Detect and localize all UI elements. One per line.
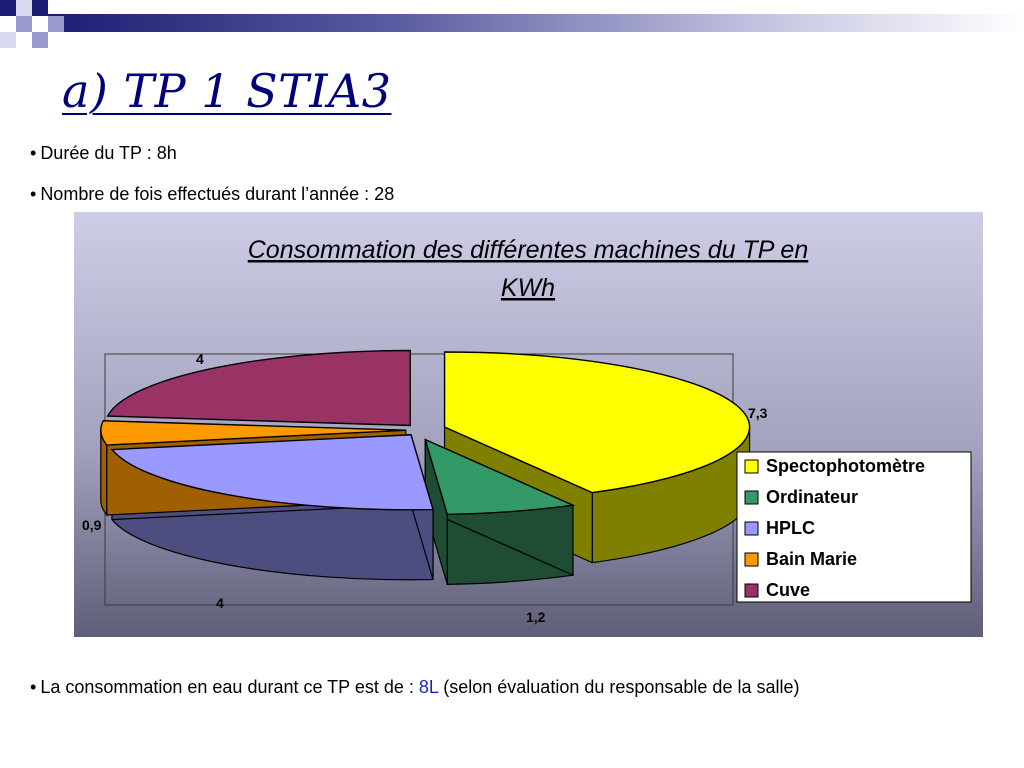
- legend-label-spectophotomètre: Spectophotomètre: [766, 456, 925, 476]
- water-value: 8L: [418, 677, 439, 697]
- data-label-ordinateur: 1,2: [526, 609, 546, 625]
- bullet-symbol: •: [30, 184, 37, 204]
- data-label-hplc: 4: [216, 595, 224, 611]
- legend-swatch-hplc: [744, 521, 759, 536]
- legend-label-ordinateur: Ordinateur: [766, 487, 858, 507]
- chart-title-line-1: Consommation des différentes machines du…: [248, 236, 808, 264]
- title-decoration-bar: [0, 0, 1024, 48]
- bullet-count-text: Nombre de fois effectués durant l’année …: [40, 184, 395, 204]
- pie-slice-bain-marie: [100, 420, 406, 446]
- data-label-spectophotomètre: 7,3: [748, 405, 768, 421]
- pie-slice-ordinateur: [424, 438, 576, 516]
- bullet-water: • La consommation en eau durant ce TP est…: [30, 677, 799, 698]
- legend-label-hplc: HPLC: [766, 518, 815, 538]
- bullet-symbol: •: [30, 677, 37, 697]
- legend-label-bain-marie: Bain Marie: [766, 549, 857, 569]
- legend-label-cuve: Cuve: [766, 580, 810, 600]
- bullet-duration: • Durée du TP : 8h: [30, 143, 177, 164]
- legend: Spectophotomètre Ordinateur HPLC Bain Marie…: [736, 451, 972, 603]
- water-text-suffix: (selon évaluation du responsable de la s…: [438, 677, 800, 697]
- water-text-prefix: La consommation en eau durant ce TP est …: [40, 677, 419, 697]
- data-labels: 7,3 1,2 4 0,9 4: [82, 351, 768, 625]
- data-label-cuve: 4: [196, 351, 204, 367]
- pie-slice-cuve: [106, 349, 411, 427]
- legend-swatch-spectophotomètre: [744, 459, 759, 474]
- legend-swatch-ordinateur: [744, 490, 759, 505]
- pie-chart: Consommation des différentes machines du…: [74, 212, 983, 637]
- slide-title: a) TP 1 STIA3: [62, 64, 392, 118]
- data-label-bain-marie: 0,9: [82, 517, 102, 533]
- bullet-duration-text: Durée du TP : 8h: [40, 143, 177, 163]
- legend-box: [736, 451, 972, 603]
- pie-slice-hplc: [110, 434, 434, 511]
- pie-slices: [100, 349, 751, 586]
- pie-slice-spectophotomètre: [443, 351, 751, 494]
- bullet-count: • Nombre de fois effectués durant l’année…: [30, 184, 394, 205]
- legend-swatch-bain-marie: [744, 552, 759, 567]
- bullet-symbol: •: [30, 143, 37, 163]
- chart-title-line-2: KWh: [501, 274, 555, 302]
- legend-swatch-cuve: [744, 583, 759, 598]
